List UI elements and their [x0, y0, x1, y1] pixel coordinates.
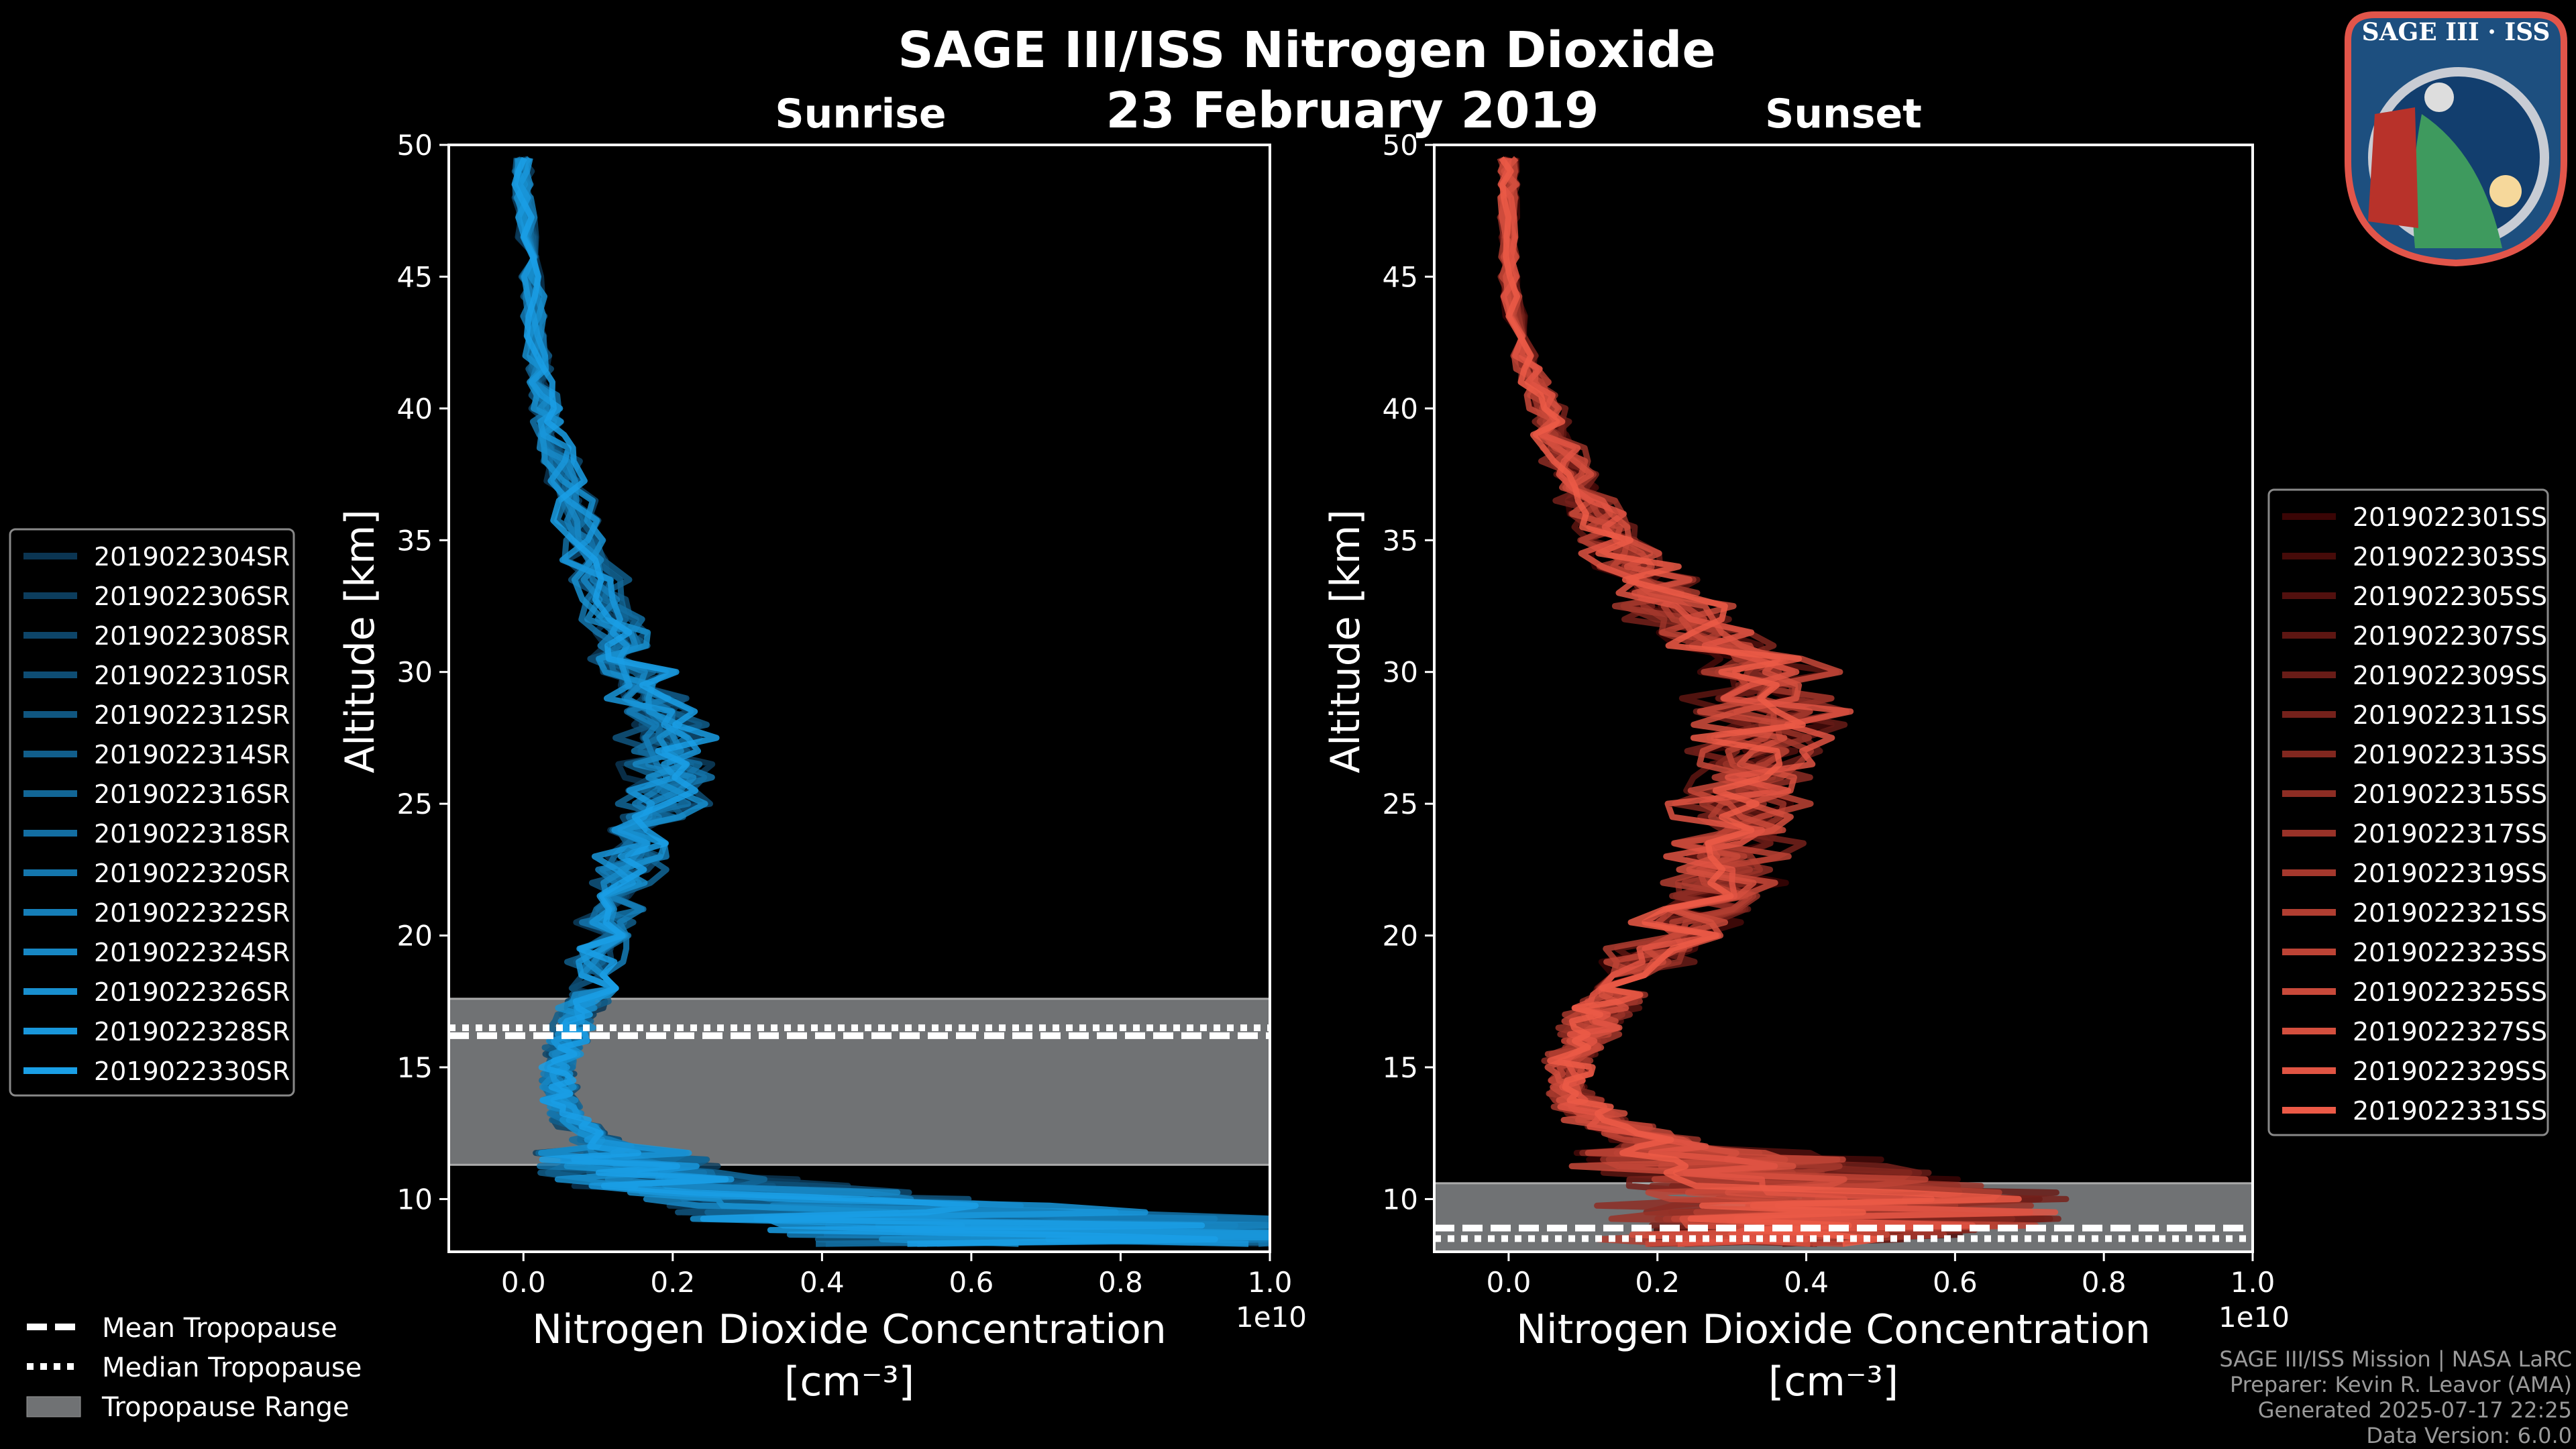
x-axis-label: Nitrogen Dioxide Concentration — [1516, 1306, 2151, 1353]
tropopause-range-swatch — [26, 1396, 81, 1417]
y-tick-label: 50 — [1383, 129, 1418, 162]
series-legend: 2019022301SS 2019022303SS 2019022305SS 2019… — [2267, 488, 2549, 1136]
legend-label: 2019022329SS — [2353, 1057, 2547, 1086]
x-tick-label: 0.4 — [1784, 1266, 1829, 1299]
x-axis-unit: [cm⁻³] — [1768, 1358, 1898, 1405]
legend-label: 2019022306SR — [94, 582, 290, 611]
x-tick-label: 0.4 — [800, 1266, 845, 1299]
x-tick-label: 0.6 — [1933, 1266, 1978, 1299]
x-tick-label: 1.0 — [2231, 1266, 2275, 1299]
footer-line: Data Version: 6.0.0 — [2366, 1423, 2572, 1448]
tropopause-range-label: Tropopause Range — [101, 1392, 350, 1423]
figure-date: 23 February 2019 — [1106, 82, 1599, 140]
legend-label: 2019022318SR — [94, 819, 290, 849]
profile-line-2019022328SR — [515, 157, 1270, 1247]
legend-label: 2019022310SR — [94, 661, 290, 690]
legend-label: 2019022304SR — [94, 542, 290, 572]
y-axis-label: Altitude [km] — [1322, 509, 1369, 773]
y-tick-label: 35 — [1383, 524, 1418, 557]
mean-tropopause-label: Mean Tropopause — [102, 1313, 337, 1344]
y-tick-label: 25 — [397, 788, 433, 820]
y-axis-label: Altitude [km] — [337, 509, 384, 773]
x-tick-label: 0.0 — [1487, 1266, 1532, 1299]
legend-label: 2019022328SR — [94, 1017, 290, 1046]
legend-label: 2019022327SS — [2353, 1017, 2547, 1046]
x-tick-label: 1.0 — [1248, 1266, 1293, 1299]
legend-frame — [9, 528, 295, 1097]
plot-area — [449, 156, 1270, 1247]
sunrise-panel: 0.0 0.2 0.4 0.6 0.8 1.0 10 15 20 25 30 35 40 45 50 1e10… — [9, 129, 1307, 1405]
x-tick-label: 0.2 — [1635, 1266, 1680, 1299]
footer-line: Generated 2025-07-17 22:25 — [2258, 1397, 2572, 1423]
legend-label: 2019022321SS — [2353, 898, 2547, 928]
x-tick-label: 0.8 — [1098, 1266, 1143, 1299]
y-tick-label: 35 — [397, 524, 433, 557]
x-offset-text: 1e10 — [1236, 1301, 1307, 1334]
y-tick-label: 45 — [1383, 260, 1418, 293]
profile-line-2019022331SS — [1499, 156, 2022, 1247]
y-tick-label: 10 — [397, 1183, 433, 1216]
profile-line-2019022330SR — [511, 156, 1218, 1247]
legend-label: 2019022308SR — [94, 621, 290, 651]
y-tick-label: 20 — [1383, 920, 1418, 953]
footer-line: SAGE III/ISS Mission | NASA LaRC — [2219, 1346, 2572, 1372]
legend-label: 2019022324SR — [94, 938, 290, 967]
legend-label: 2019022316SR — [94, 780, 290, 809]
footer-line: Preparer: Kevin R. Leavor (AMA) — [2230, 1372, 2572, 1397]
sunset-panel: 0.0 0.2 0.4 0.6 0.8 1.0 10 15 20 25 30 35 40 45 50 1e10… — [1322, 129, 2549, 1405]
panel-title-sunrise: Sunrise — [775, 91, 946, 138]
axes-frame — [447, 144, 1271, 1253]
y-tick-label: 20 — [397, 920, 433, 953]
x-tick-label: 0.8 — [2082, 1266, 2127, 1299]
legend-label: 2019022309SS — [2353, 661, 2547, 690]
plot-area — [1434, 156, 2253, 1252]
svg-text:SAGE III · ISS: SAGE III · ISS — [2362, 18, 2551, 46]
y-tick-label: 30 — [397, 656, 433, 689]
legend-label: 2019022325SS — [2353, 977, 2547, 1007]
x-tick-label: 0.0 — [501, 1266, 546, 1299]
figure-title: SAGE III/ISS Nitrogen Dioxide — [898, 21, 1715, 79]
legend-label: 2019022313SS — [2353, 740, 2547, 769]
x-offset-text: 1e10 — [2218, 1301, 2290, 1334]
axes-frame — [1433, 144, 2254, 1253]
legend-label: 2019022320SR — [94, 859, 290, 888]
footer-credits: SAGE III/ISS Mission | NASA LaRC Prepare… — [2219, 1346, 2572, 1448]
legend-label: 2019022303SS — [2353, 542, 2547, 572]
legend-label: 2019022317SS — [2353, 819, 2547, 849]
legend-label: 2019022330SR — [94, 1057, 290, 1086]
legend-frame — [2267, 488, 2549, 1136]
tropopause-legend: Mean Tropopause Median Tropopause Tropop… — [26, 1313, 362, 1423]
legend-label: 2019022312SR — [94, 700, 290, 730]
series-legend: 2019022304SR 2019022306SR 2019022308SR 2019… — [9, 528, 295, 1097]
x-tick-label: 0.2 — [650, 1266, 695, 1299]
panel-title-sunset: Sunset — [1765, 91, 1922, 138]
legend-label: 2019022311SS — [2353, 700, 2547, 730]
legend-label: 2019022305SS — [2353, 582, 2547, 611]
sage-iii-iss-logo: SAGE III · ISS — [2345, 11, 2567, 267]
legend-label: 2019022331SS — [2353, 1096, 2547, 1126]
y-tick-label: 25 — [1383, 788, 1418, 820]
legend-label: 2019022301SS — [2353, 502, 2547, 532]
legend-label: 2019022315SS — [2353, 780, 2547, 809]
y-tick-label: 15 — [1383, 1051, 1418, 1084]
y-tick-label: 45 — [397, 260, 433, 293]
y-tick-label: 50 — [397, 129, 433, 162]
legend-label: 2019022326SR — [94, 977, 290, 1007]
x-axis-unit: [cm⁻³] — [784, 1358, 914, 1405]
y-tick-label: 40 — [1383, 392, 1418, 425]
x-tick-label: 0.6 — [949, 1266, 994, 1299]
y-tick-label: 15 — [397, 1051, 433, 1084]
legend-label: 2019022314SR — [94, 740, 290, 769]
legend-label: 2019022323SS — [2353, 938, 2547, 967]
y-tick-label: 30 — [1383, 656, 1418, 689]
legend-label: 2019022322SR — [94, 898, 290, 928]
legend-label: 2019022307SS — [2353, 621, 2547, 651]
x-axis-label: Nitrogen Dioxide Concentration — [532, 1306, 1167, 1353]
y-tick-label: 40 — [397, 392, 433, 425]
median-tropopause-label: Median Tropopause — [102, 1352, 362, 1383]
y-tick-label: 10 — [1383, 1183, 1418, 1216]
legend-label: 2019022319SS — [2353, 859, 2547, 888]
